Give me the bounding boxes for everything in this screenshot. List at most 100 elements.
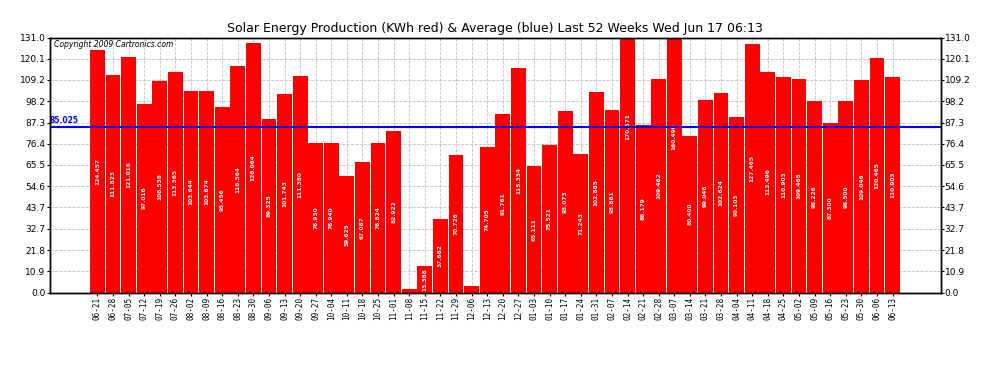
Text: 76.940: 76.940	[329, 206, 334, 229]
Text: 113.496: 113.496	[765, 169, 770, 195]
Bar	[557, 111, 572, 292]
Bar	[651, 80, 666, 292]
Text: 65.111: 65.111	[532, 218, 537, 241]
Bar	[106, 75, 121, 292]
Bar	[605, 110, 620, 292]
Bar	[231, 66, 246, 292]
Bar	[885, 76, 900, 292]
Bar	[511, 68, 526, 292]
Bar	[246, 43, 260, 292]
Text: 109.046: 109.046	[859, 173, 864, 200]
Bar	[464, 286, 479, 292]
Bar	[714, 93, 729, 292]
Text: 103.674: 103.674	[204, 178, 209, 205]
Text: 75.521: 75.521	[547, 207, 552, 230]
Bar	[168, 72, 183, 292]
Text: 170.671: 170.671	[625, 113, 630, 140]
Text: 91.761: 91.761	[500, 192, 505, 214]
Text: 97.016: 97.016	[142, 187, 147, 209]
Bar	[527, 166, 542, 292]
Text: 110.903: 110.903	[781, 171, 786, 198]
Bar	[839, 101, 853, 292]
Text: 93.073: 93.073	[562, 190, 567, 213]
Bar	[869, 58, 884, 292]
Text: 111.380: 111.380	[298, 171, 303, 198]
Bar	[730, 117, 744, 292]
Bar	[480, 147, 495, 292]
Text: 111.823: 111.823	[111, 170, 116, 197]
Text: 67.087: 67.087	[360, 216, 365, 238]
Text: 90.103: 90.103	[735, 194, 740, 216]
Bar	[760, 72, 775, 292]
Text: 103.644: 103.644	[188, 178, 193, 205]
Text: 59.625: 59.625	[345, 223, 349, 246]
Text: 124.457: 124.457	[95, 158, 100, 185]
Text: 93.881: 93.881	[610, 190, 615, 213]
Text: 70.726: 70.726	[453, 212, 458, 235]
Bar	[823, 123, 838, 292]
Text: 109.465: 109.465	[797, 172, 802, 200]
Bar	[418, 267, 433, 292]
Text: 110.903: 110.903	[890, 171, 895, 198]
Bar	[261, 118, 276, 292]
Bar	[543, 146, 557, 292]
Text: 102.624: 102.624	[719, 179, 724, 206]
Text: 128.064: 128.064	[250, 154, 255, 181]
Text: 127.465: 127.465	[749, 155, 754, 182]
Text: 121.016: 121.016	[126, 161, 131, 188]
Text: 120.465: 120.465	[874, 162, 879, 189]
Bar	[433, 219, 447, 292]
Text: 98.226: 98.226	[812, 186, 817, 208]
Text: 37.682: 37.682	[438, 244, 443, 267]
Bar	[293, 76, 308, 292]
Bar	[792, 80, 807, 292]
Bar	[277, 94, 292, 292]
Bar	[667, 0, 682, 292]
Bar	[199, 91, 214, 292]
Bar	[121, 57, 136, 292]
Text: 13.388: 13.388	[423, 268, 428, 291]
Text: 102.885: 102.885	[594, 179, 599, 206]
Bar	[324, 143, 339, 292]
Bar	[807, 101, 822, 292]
Text: 86.179: 86.179	[641, 197, 645, 220]
Text: 108.538: 108.538	[157, 173, 162, 200]
Text: 74.705: 74.705	[485, 209, 490, 231]
Text: 98.500: 98.500	[843, 185, 848, 208]
Text: 95.456: 95.456	[220, 188, 225, 211]
Text: Copyright 2009 Cartronics.com: Copyright 2009 Cartronics.com	[53, 40, 173, 49]
Bar	[776, 76, 791, 292]
Bar	[137, 104, 151, 292]
Bar	[90, 50, 105, 292]
Text: 101.743: 101.743	[282, 180, 287, 207]
Bar	[340, 176, 354, 292]
Text: 76.824: 76.824	[375, 206, 380, 229]
Text: 80.400: 80.400	[687, 203, 692, 225]
Bar	[308, 143, 323, 292]
Bar	[183, 91, 198, 292]
Bar	[854, 80, 869, 292]
Text: 89.325: 89.325	[266, 194, 271, 217]
Bar	[573, 154, 588, 292]
Bar	[448, 155, 463, 292]
Bar	[152, 81, 167, 292]
Text: 99.046: 99.046	[703, 185, 708, 207]
Text: 115.334: 115.334	[516, 167, 521, 194]
Bar	[744, 44, 759, 292]
Text: 71.243: 71.243	[578, 212, 583, 235]
Bar	[698, 100, 713, 292]
Text: 87.300: 87.300	[828, 196, 833, 219]
Text: 116.564: 116.564	[236, 165, 241, 192]
Bar	[620, 0, 635, 292]
Text: 113.365: 113.365	[173, 169, 178, 196]
Bar	[636, 125, 650, 292]
Title: Solar Energy Production (KWh red) & Average (blue) Last 52 Weeks Wed Jun 17 06:1: Solar Energy Production (KWh red) & Aver…	[227, 22, 763, 35]
Bar	[386, 131, 401, 292]
Bar	[355, 162, 370, 292]
Bar	[682, 136, 697, 292]
Bar	[589, 92, 604, 292]
Text: 109.462: 109.462	[656, 172, 661, 200]
Text: 160.490: 160.490	[672, 123, 677, 150]
Bar	[402, 289, 417, 292]
Text: 76.930: 76.930	[313, 206, 318, 229]
